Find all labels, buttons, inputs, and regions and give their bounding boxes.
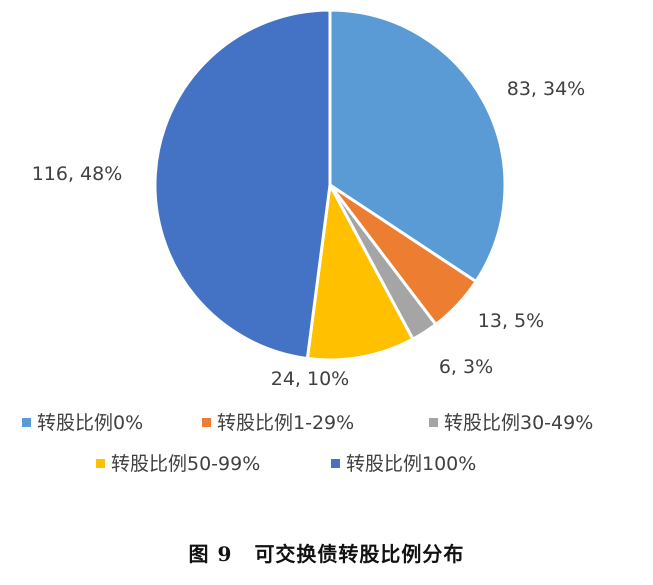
legend-marker-2 (202, 418, 211, 427)
pie-slice-4 (305, 183, 415, 362)
legend-marker-5 (331, 459, 340, 468)
legend-label-4: 转股比例50-99% (111, 453, 260, 475)
data-label-2: 13, 5% (478, 310, 544, 332)
data-label-5: 116, 48% (32, 163, 123, 185)
legend: 转股比例0% 转股比例1-29% 转股比例30-49% 转股比例50-99% 转股比例1… (22, 412, 593, 475)
data-label-1: 83, 34% (507, 78, 586, 100)
pie-slice-5 (153, 8, 332, 361)
data-labels: 83, 34% 13, 5% 6, 3% 24, 10% 116, 48% (32, 78, 586, 390)
pie-slices (153, 8, 507, 362)
legend-label-1: 转股比例0% (37, 412, 143, 434)
figure-caption: 图 9 可交换债转股比例分布 (0, 538, 653, 567)
legend-label-3: 转股比例30-49% (444, 412, 593, 434)
data-label-3: 6, 3% (439, 356, 493, 378)
pie-chart: 83, 34% 13, 5% 6, 3% 24, 10% 116, 48% 转股比例0%… (22, 8, 593, 475)
legend-marker-4 (96, 459, 105, 468)
legend-marker-1 (22, 418, 31, 427)
legend-label-2: 转股比例1-29% (217, 412, 354, 434)
legend-marker-3 (429, 418, 438, 427)
data-label-4: 24, 10% (271, 368, 350, 390)
figure-number: 图 9 (188, 542, 233, 566)
figure-title: 可交换债转股比例分布 (254, 542, 465, 566)
legend-label-5: 转股比例100% (346, 453, 476, 475)
